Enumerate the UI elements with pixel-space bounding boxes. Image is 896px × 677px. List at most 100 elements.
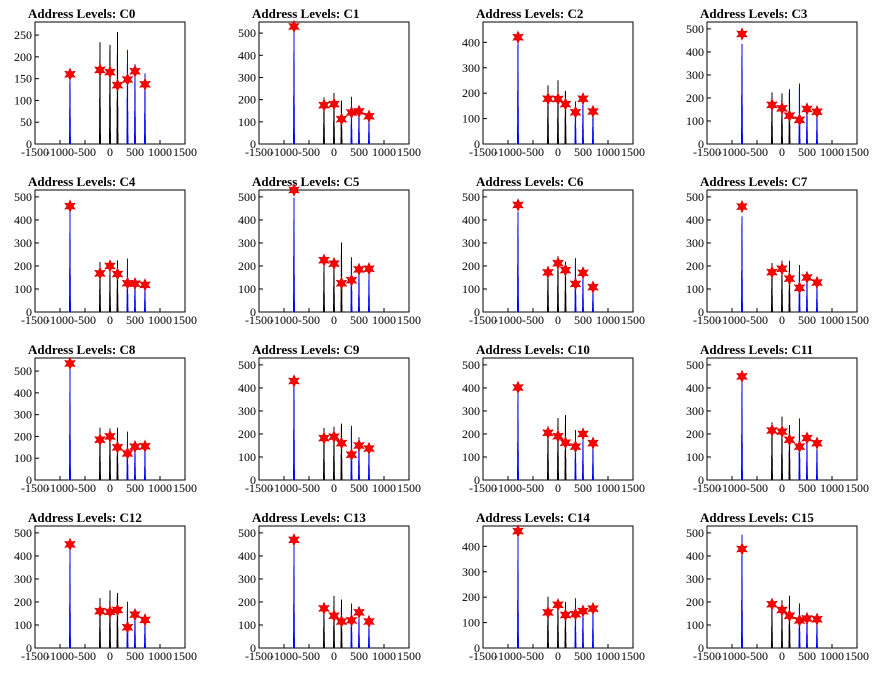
peak-marker [559, 263, 572, 277]
x-tick-label: -1000 [494, 481, 522, 495]
peak-marker [766, 98, 778, 112]
peak-marker [121, 72, 134, 87]
x-tick-label: -1000 [718, 481, 746, 495]
x-tick-label: 1500 [397, 313, 421, 327]
peak-marker [64, 199, 76, 213]
x-tick-label: -500 [74, 313, 96, 327]
x-tick-label: 500 [126, 649, 144, 663]
x-tick-label: -1000 [270, 649, 298, 663]
x-tick-label: 1500 [397, 649, 421, 663]
x-tick-label: 1000 [820, 481, 844, 495]
peak-marker [328, 609, 340, 623]
peak-marker [783, 108, 796, 123]
x-tick-label: -1000 [46, 649, 74, 663]
chart-title: Address Levels: C2 [476, 6, 583, 21]
x-tick-label: -1500 [469, 481, 497, 495]
y-tick-label: 100 [462, 450, 480, 464]
chart-1: Address Levels: C10100200300400500-1500-… [238, 6, 421, 159]
peak-marker [353, 438, 365, 453]
chart-5: Address Levels: C50100200300400500-1500-… [238, 174, 421, 327]
peak-marker [801, 431, 813, 445]
peak-marker [801, 270, 813, 285]
y-tick-label: 100 [686, 450, 704, 464]
y-tick-label: 200 [686, 595, 704, 609]
peak-marker [129, 64, 141, 78]
y-tick-label: 100 [462, 616, 480, 630]
x-tick-label: 0 [107, 649, 113, 663]
y-tick-label: 0 [698, 137, 704, 151]
x-tick-label: 1000 [148, 481, 172, 495]
x-tick-label: 500 [798, 649, 816, 663]
chart-title: Address Levels: C9 [252, 342, 360, 357]
y-tick-label: 400 [14, 549, 32, 563]
peak-marker [94, 266, 106, 281]
peak-marker [363, 441, 375, 456]
peak-marker [129, 607, 141, 622]
x-tick-label: 500 [126, 481, 144, 495]
peak-marker [776, 261, 788, 276]
chart-3: Address Levels: C30100200300400500-1500-… [686, 6, 869, 159]
x-tick-label: -1000 [718, 649, 746, 663]
x-tick-label: 500 [798, 313, 816, 327]
x-tick-label: 1000 [372, 145, 396, 159]
y-tick-label: 200 [238, 595, 256, 609]
y-tick-label: 0 [250, 473, 256, 487]
x-tick-label: 0 [779, 145, 785, 159]
x-tick-label: 0 [555, 481, 561, 495]
x-tick-label: -500 [746, 649, 768, 663]
x-tick-label: -1000 [494, 649, 522, 663]
y-tick-label: 500 [238, 26, 256, 40]
y-tick-label: 500 [686, 190, 704, 204]
peak-marker [353, 262, 365, 277]
peak-marker [335, 614, 348, 629]
y-tick-label: 100 [14, 93, 32, 107]
peak-marker [736, 542, 748, 556]
x-tick-label: -500 [746, 145, 768, 159]
histogram-bars [741, 373, 818, 480]
y-tick-label: 300 [14, 236, 32, 250]
peak-marker [783, 609, 796, 623]
y-tick-label: 500 [686, 526, 704, 540]
chart-9: Address Levels: C90100200300400500-1500-… [238, 342, 421, 495]
peak-marker [736, 199, 748, 214]
x-tick-label: -1500 [693, 313, 721, 327]
y-tick-label: 100 [686, 114, 704, 128]
x-tick-label: 1000 [148, 145, 172, 159]
x-tick-label: -1000 [270, 145, 298, 159]
histogram-bars [517, 535, 594, 648]
y-tick-label: 400 [14, 213, 32, 227]
histogram-bars [741, 216, 818, 312]
peak-marker [552, 429, 564, 444]
x-tick-label: 1000 [820, 313, 844, 327]
chart-title: Address Levels: C14 [476, 510, 590, 525]
y-tick-label: 200 [238, 93, 256, 107]
chart-15: Address Levels: C15 0 100 200 300 400 500 -1500… [686, 510, 869, 663]
x-tick-label: 0 [555, 145, 561, 159]
peak-marker [776, 603, 788, 617]
y-tick-label: 100 [238, 618, 256, 632]
x-tick-label: -1500 [469, 649, 497, 663]
y-tick-label: 0 [698, 641, 704, 655]
chart-title: Address Levels: C7 [700, 174, 808, 189]
peak-marker [512, 380, 524, 395]
x-tick-label: -1500 [693, 145, 721, 159]
y-tick-label: 0 [474, 473, 480, 487]
y-tick-label: 200 [462, 259, 480, 273]
peak-marker [94, 604, 106, 618]
y-tick-label: 200 [686, 259, 704, 273]
y-tick-label: 0 [26, 137, 32, 151]
y-tick-label: 300 [14, 408, 32, 422]
y-tick-label: 400 [462, 539, 480, 553]
x-tick-label: -1500 [469, 313, 497, 327]
x-tick-label: -500 [298, 145, 320, 159]
x-tick-label: 1000 [596, 145, 620, 159]
peak-marker [121, 276, 134, 290]
chart-title: Address Levels: C5 [252, 174, 360, 189]
x-tick-label: -500 [298, 313, 320, 327]
x-tick-label: -1500 [245, 481, 273, 495]
x-tick-label: 500 [350, 649, 368, 663]
x-tick-label: 1000 [596, 481, 620, 495]
peak-marker [783, 271, 796, 286]
x-tick-label: -1500 [21, 481, 49, 495]
